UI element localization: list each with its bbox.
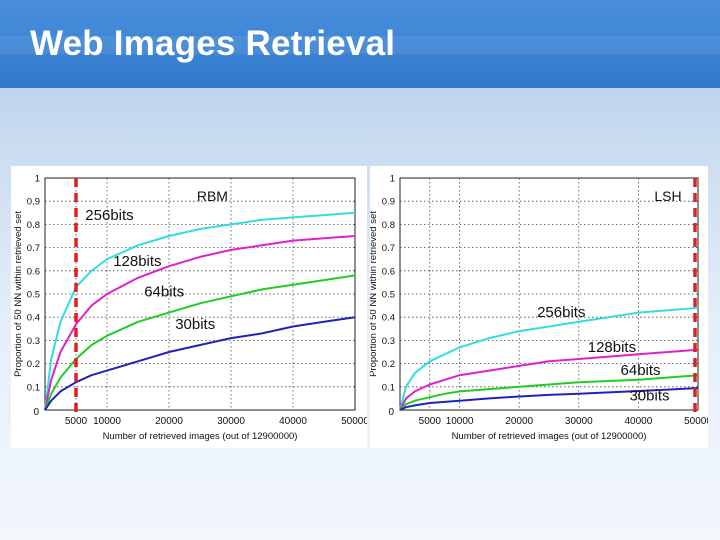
series-label-256bits: 256bits — [85, 207, 133, 224]
y-tick-label: 0 — [388, 407, 394, 418]
series-label-30bits: 30bits — [175, 316, 215, 333]
y-tick-label: 0.8 — [382, 220, 395, 231]
series-line-256bits — [44, 211, 356, 411]
x-tick-label: 20000 — [155, 416, 183, 427]
y-tick-label: 0.9 — [27, 197, 40, 208]
y-tick-label: 1 — [390, 174, 395, 185]
series-line-128bits — [399, 348, 699, 411]
slide-title: Web Images Retrieval — [30, 24, 396, 63]
y-tick-label: 0.8 — [27, 220, 40, 231]
rbm-chart: 5000 10000 20000 30000 40000 50000 0 0.1 0.2 0.3 0… — [13, 174, 369, 443]
y-axis-label: Proportion of 50 NN within retrieved set — [370, 211, 379, 377]
x-tick-label: 40000 — [279, 416, 307, 427]
x-axis-label: Number of retrieved images (out of 12900… — [452, 431, 647, 442]
y-tick-label: 0.5 — [382, 290, 395, 301]
y-tick-label: 0.2 — [382, 359, 395, 370]
series-line-128bits — [44, 235, 356, 411]
y-tick-label: 0 — [33, 407, 39, 418]
series-line-64bits — [44, 274, 356, 411]
series-label-256bits: 256bits — [537, 304, 585, 321]
plot-frame — [44, 177, 356, 411]
title-bar-band — [0, 36, 720, 54]
y-tick-label: 0.5 — [27, 290, 40, 301]
x-tick-label: 40000 — [624, 416, 652, 427]
series-line-256bits — [399, 306, 699, 411]
series-label-64bits: 64bits — [144, 283, 184, 300]
x-tick-label: 20000 — [505, 416, 533, 427]
x-tick-label: 30000 — [565, 416, 593, 427]
lsh-chart: 5000 10000 20000 30000 40000 50000 0 0.1 0.2 0.3 0… — [368, 174, 712, 443]
y-tick-label: 0.1 — [382, 382, 395, 393]
x-tick-label: 50000 — [341, 416, 367, 427]
y-tick-label: 0.4 — [27, 313, 40, 324]
chart-panel-rbm: 5000 10000 20000 30000 40000 50000 0 0.1 0.2 0.3 0… — [11, 166, 369, 448]
y-tick-label: 0.1 — [27, 382, 40, 393]
series-line-30bits — [44, 316, 356, 411]
series-line-30bits — [399, 387, 699, 411]
x-tick-label: 5000 — [65, 416, 88, 427]
y-axis-label: Proportion of 50 NN within retrieved set — [13, 211, 24, 377]
series-label-64bits: 64bits — [621, 362, 661, 379]
y-tick-label: 0.3 — [382, 336, 395, 347]
x-tick-label: 5000 — [419, 416, 442, 427]
series-label-128bits: 128bits — [113, 253, 161, 270]
series-line-64bits — [399, 374, 699, 411]
y-tick-label: 0.3 — [27, 336, 40, 347]
rbm-panel-label: RBM — [197, 188, 228, 204]
lsh-panel-label: LSH — [654, 188, 681, 204]
chart-panel-lsh: 5000 10000 20000 30000 40000 50000 0 0.1 0.2 0.3 0… — [368, 166, 712, 448]
plot-frame — [399, 177, 699, 411]
x-tick-label: 10000 — [93, 416, 121, 427]
y-tick-label: 0.4 — [382, 313, 395, 324]
y-tick-label: 0.6 — [382, 266, 395, 277]
y-tick-label: 0.7 — [27, 243, 40, 254]
y-tick-label: 0.7 — [382, 243, 395, 254]
series-label-30bits: 30bits — [629, 388, 669, 405]
y-tick-label: 0.9 — [382, 197, 395, 208]
y-tick-label: 0.2 — [27, 359, 40, 370]
y-tick-label: 0.6 — [27, 266, 40, 277]
x-tick-label: 10000 — [446, 416, 474, 427]
x-tick-label: 30000 — [217, 416, 245, 427]
y-tick-label: 1 — [35, 174, 40, 185]
title-bar: Web Images Retrieval — [0, 0, 720, 88]
x-axis-label: Number of retrieved images (out of 12900… — [103, 431, 298, 442]
series-label-128bits: 128bits — [588, 339, 636, 356]
x-tick-label: 50000 — [684, 416, 708, 427]
